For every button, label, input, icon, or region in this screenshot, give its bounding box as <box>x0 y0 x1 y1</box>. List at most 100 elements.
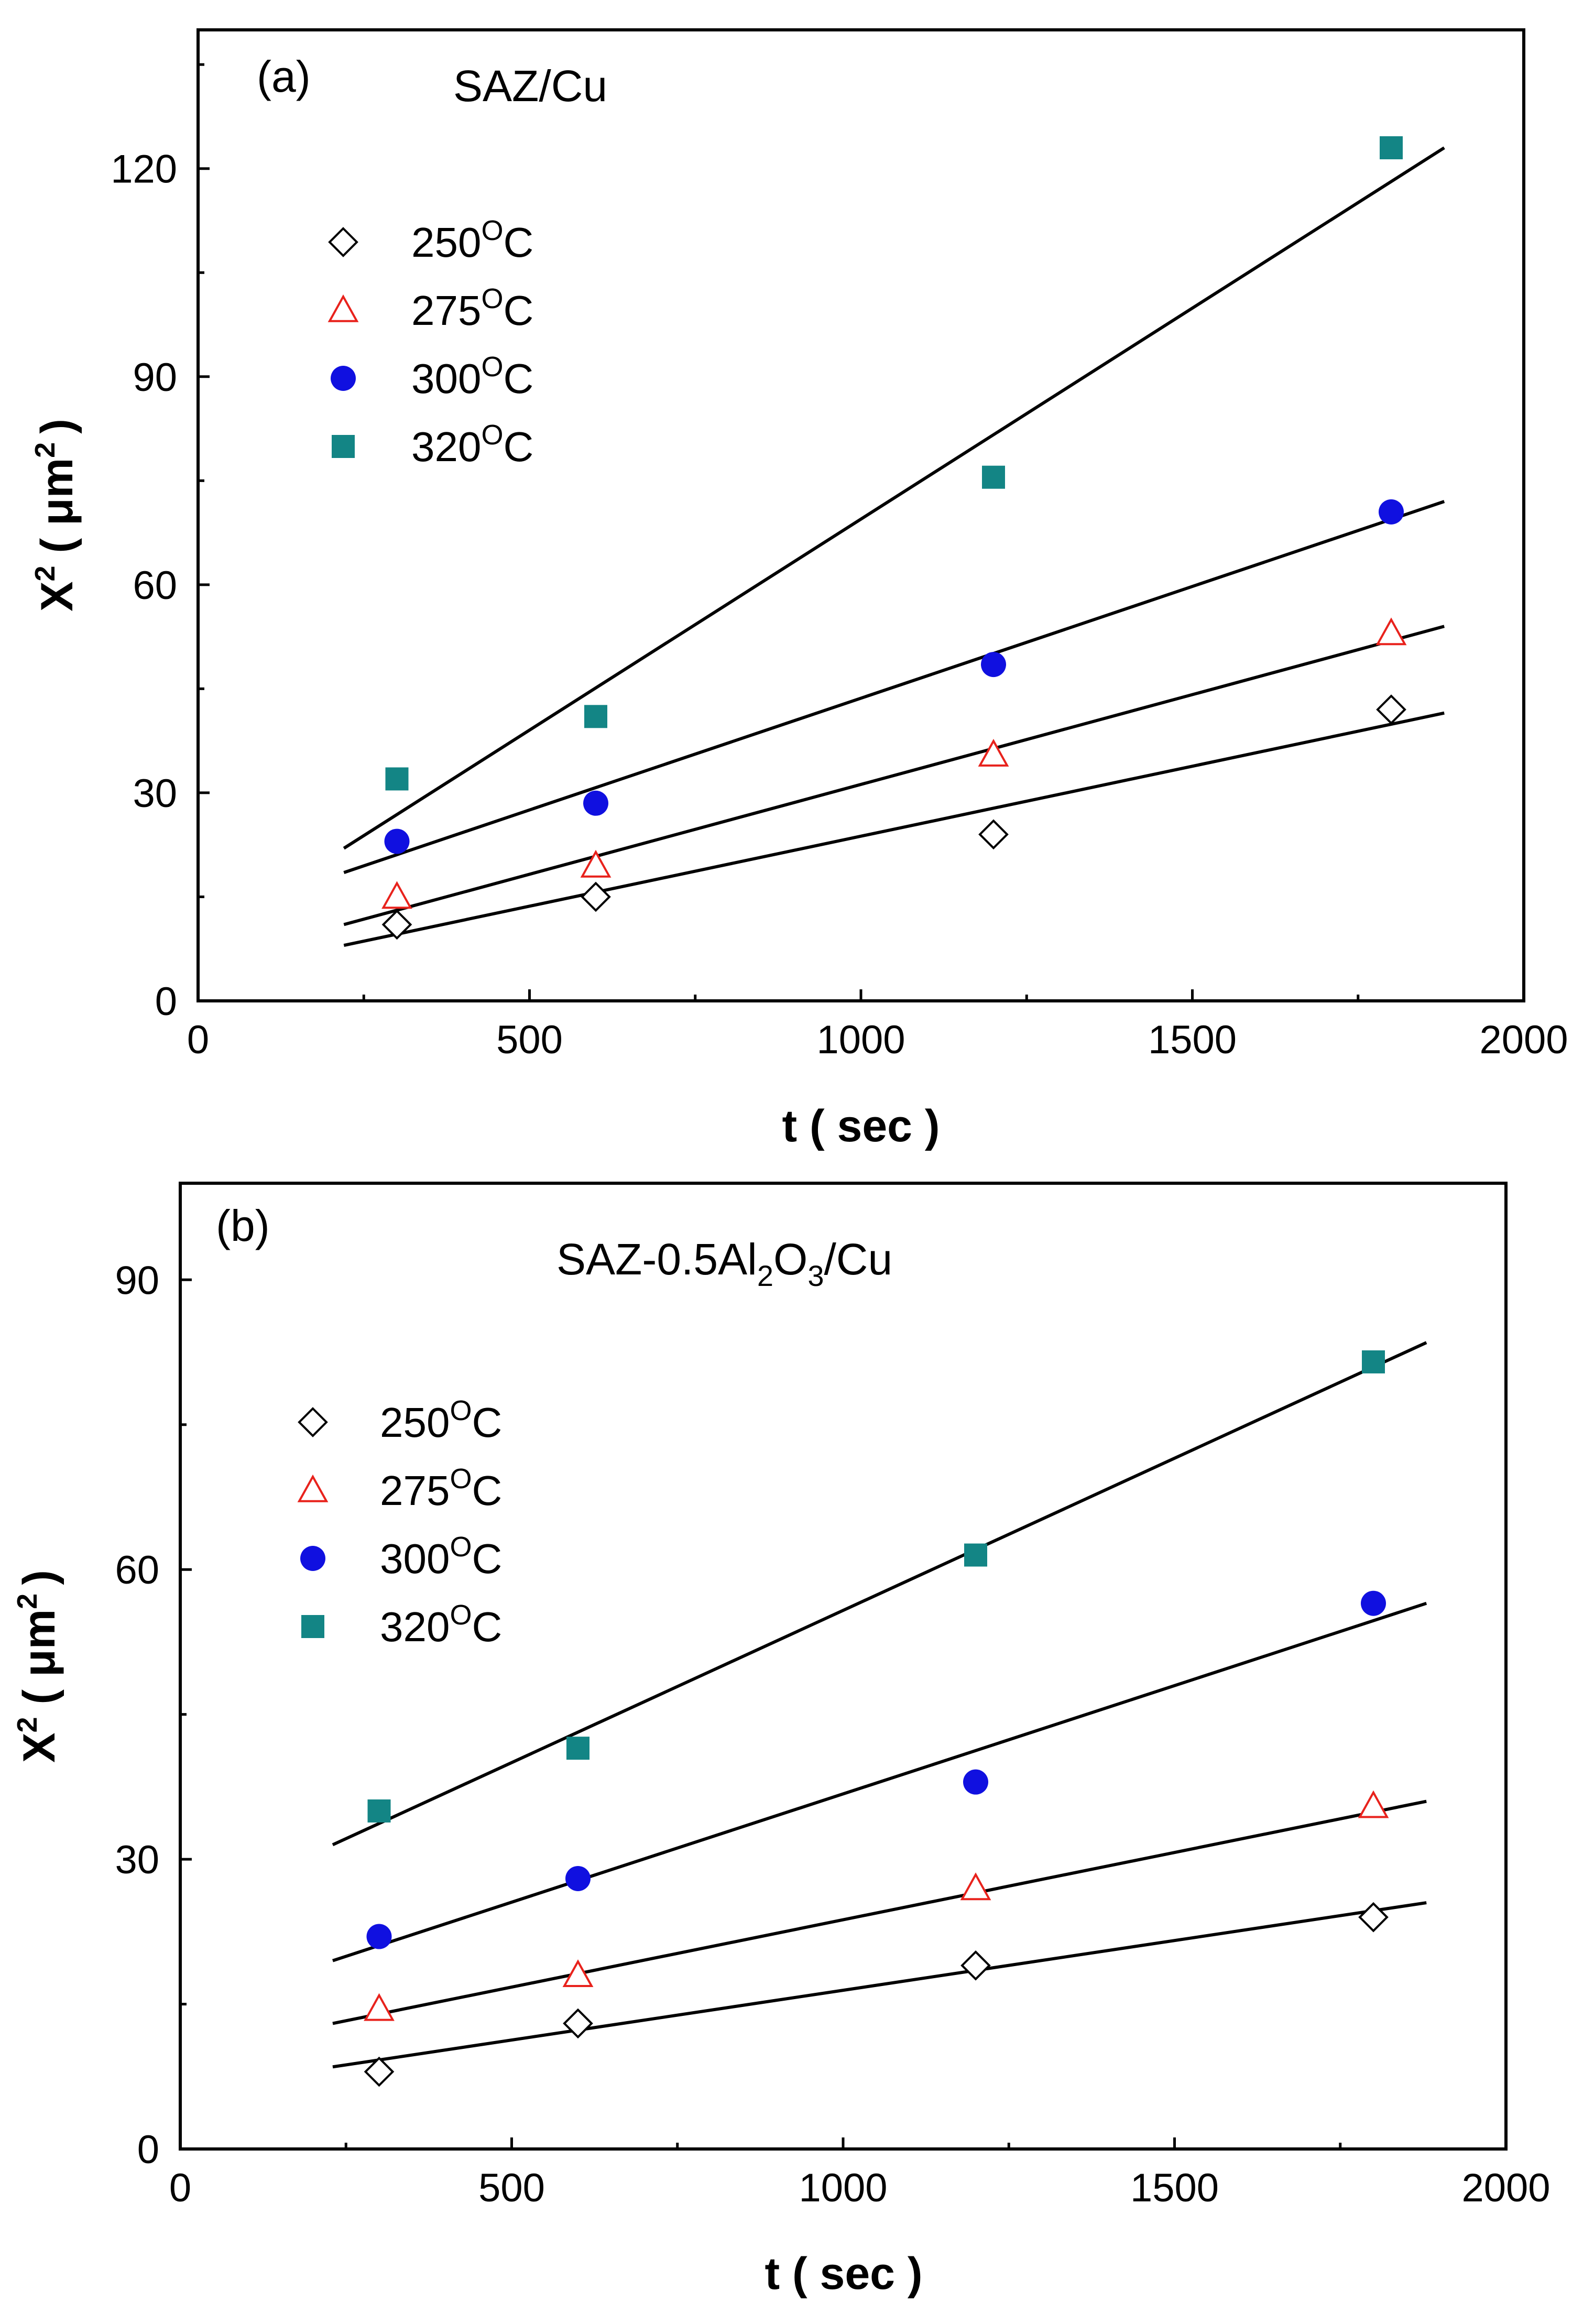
panel-title-b-sub1: 2 <box>757 1259 773 1292</box>
y-axis-title-b-close: ) <box>14 1570 64 1585</box>
panel-title-b-end: /Cu <box>824 1235 892 1284</box>
legend-a-320-label: 320OC <box>411 419 533 470</box>
legend-a-275-label: 275OC <box>411 283 533 334</box>
panel-label-b: (b) <box>216 1201 270 1250</box>
legend-b-250-c: C <box>472 1399 503 1446</box>
data-point-b-250 <box>364 2056 395 2087</box>
legend-b-300-c: C <box>472 1535 503 1582</box>
legend-a-250-c: C <box>504 219 534 266</box>
legend-marker-b-300 <box>300 1546 325 1571</box>
legend-a-300-value: 300 <box>411 355 481 402</box>
legend-b: 250OC 275OC 300OC 320OC <box>297 1395 503 1650</box>
legend-a-275-c: C <box>504 287 534 334</box>
data-point-b-275 <box>562 1959 594 1988</box>
data-point-b-320 <box>1362 1350 1385 1373</box>
legend-b-300-sup: O <box>450 1531 472 1563</box>
y-tick-label-a: 90 <box>133 355 177 400</box>
data-point-b-300 <box>1361 1590 1386 1616</box>
x-tick-label-a: 1500 <box>1148 1018 1237 1062</box>
legend-marker-b-250 <box>298 1407 328 1437</box>
legend-b-320-c: C <box>472 1603 503 1650</box>
data-point-a-250 <box>1376 694 1406 725</box>
y-axis-title-a-x: X <box>32 581 82 611</box>
fit-lines-a <box>343 146 1445 947</box>
data-point-a-275 <box>1375 617 1407 646</box>
data-point-b-320 <box>566 1737 589 1760</box>
legend-marker-b-320 <box>301 1615 324 1638</box>
fit-line-b-300 <box>332 1601 1427 1962</box>
data-point-a-300 <box>384 828 410 854</box>
x-tick-label-a: 0 <box>187 1018 209 1062</box>
data-point-b-250 <box>1358 1902 1389 1933</box>
panel-title-b-mid: O <box>773 1235 807 1284</box>
legend-b-275-label: 275OC <box>380 1463 502 1514</box>
y-axis-title-b-x: X <box>14 1732 64 1762</box>
legend-marker-a-320 <box>332 435 355 458</box>
legend-marker-b-275 <box>297 1474 329 1502</box>
fit-line-b-250 <box>332 1901 1427 2069</box>
y-axis-title-b-unit: ( μm <box>14 1609 64 1705</box>
x-tick-label-a: 2000 <box>1479 1018 1568 1062</box>
panel-title-b-sub2: 3 <box>807 1259 824 1292</box>
legend-a-320-value: 320 <box>411 423 481 470</box>
y-tick-label-b: 90 <box>115 1258 159 1303</box>
data-point-b-320 <box>964 1543 987 1567</box>
legend-b-250-sup: O <box>450 1395 472 1426</box>
fit-lines-b <box>332 1341 1427 2069</box>
data-point-a-320 <box>385 767 409 791</box>
data-point-b-275 <box>960 1872 991 1901</box>
data-point-a-250 <box>978 819 1009 850</box>
data-point-a-250 <box>381 909 412 940</box>
data-point-b-275 <box>1358 1790 1389 1818</box>
y-tick-label-a: 120 <box>111 147 177 192</box>
data-point-b-300 <box>565 1865 591 1891</box>
x-tick-label-a: 1000 <box>816 1018 905 1062</box>
data-point-a-275 <box>978 739 1009 767</box>
y-axis-title-a-unit-sup: 2 <box>29 442 61 458</box>
x-ticks-b: 0 500 1000 1500 2000 <box>169 2137 1551 2210</box>
legend-b-275-sup: O <box>450 1463 472 1494</box>
x-tick-label-a: 500 <box>496 1018 563 1062</box>
legend-b-275-c: C <box>472 1467 503 1514</box>
legend-a-250-sup: O <box>481 215 503 246</box>
legend-b-250: 250OC <box>298 1395 503 1446</box>
legend-a-250-value: 250 <box>411 219 481 266</box>
fit-line-a-320 <box>343 146 1445 850</box>
y-axis-title-a-unit: ( μm <box>32 458 82 553</box>
y-tick-label-b: 30 <box>115 1838 159 1882</box>
data-point-b-250 <box>563 2008 593 2039</box>
y-tick-label-a: 60 <box>133 563 177 608</box>
panel-title-b: SAZ-0.5Al2O3/Cu <box>556 1235 892 1292</box>
legend-b-320-sup: O <box>450 1599 472 1631</box>
legend-a-300-label: 300OC <box>411 351 533 402</box>
data-point-a-300 <box>1379 499 1404 525</box>
panel-label-a: (a) <box>257 52 311 101</box>
legend-a-275-value: 275 <box>411 287 481 334</box>
legend-a-275: 275OC <box>327 283 533 334</box>
data-points-a <box>381 136 1407 940</box>
x-tick-label-b: 0 <box>169 2166 191 2210</box>
fit-line-b-275 <box>332 1799 1427 2025</box>
y-tick-label-a: 0 <box>155 979 177 1024</box>
data-point-a-320 <box>982 465 1005 489</box>
fit-line-a-250 <box>343 711 1445 947</box>
data-point-b-250 <box>960 1950 991 1981</box>
legend-b-250-value: 250 <box>380 1399 450 1446</box>
x-tick-label-b: 1500 <box>1130 2166 1219 2210</box>
y-axis-title-a: X2( μm2) <box>29 419 82 612</box>
legend-a-250-label: 250OC <box>411 215 533 266</box>
legend-a-250: 250OC <box>328 215 533 266</box>
legend-b-300: 300OC <box>300 1531 502 1582</box>
data-point-a-320 <box>1380 136 1403 160</box>
data-point-a-300 <box>981 652 1006 678</box>
y-tick-label-b: 0 <box>137 2127 159 2172</box>
legend-marker-a-300 <box>331 366 356 391</box>
fit-line-b-320 <box>332 1341 1427 1847</box>
legend-a-300: 300OC <box>331 351 533 402</box>
y-axis-title-b: X2( μm2) <box>12 1570 64 1763</box>
y-tick-label-a: 30 <box>133 771 177 816</box>
legend-a-300-sup: O <box>481 351 503 383</box>
y-ticks-b: 0 30 60 90 <box>115 1258 192 2172</box>
legend-b-320-label: 320OC <box>380 1599 502 1650</box>
